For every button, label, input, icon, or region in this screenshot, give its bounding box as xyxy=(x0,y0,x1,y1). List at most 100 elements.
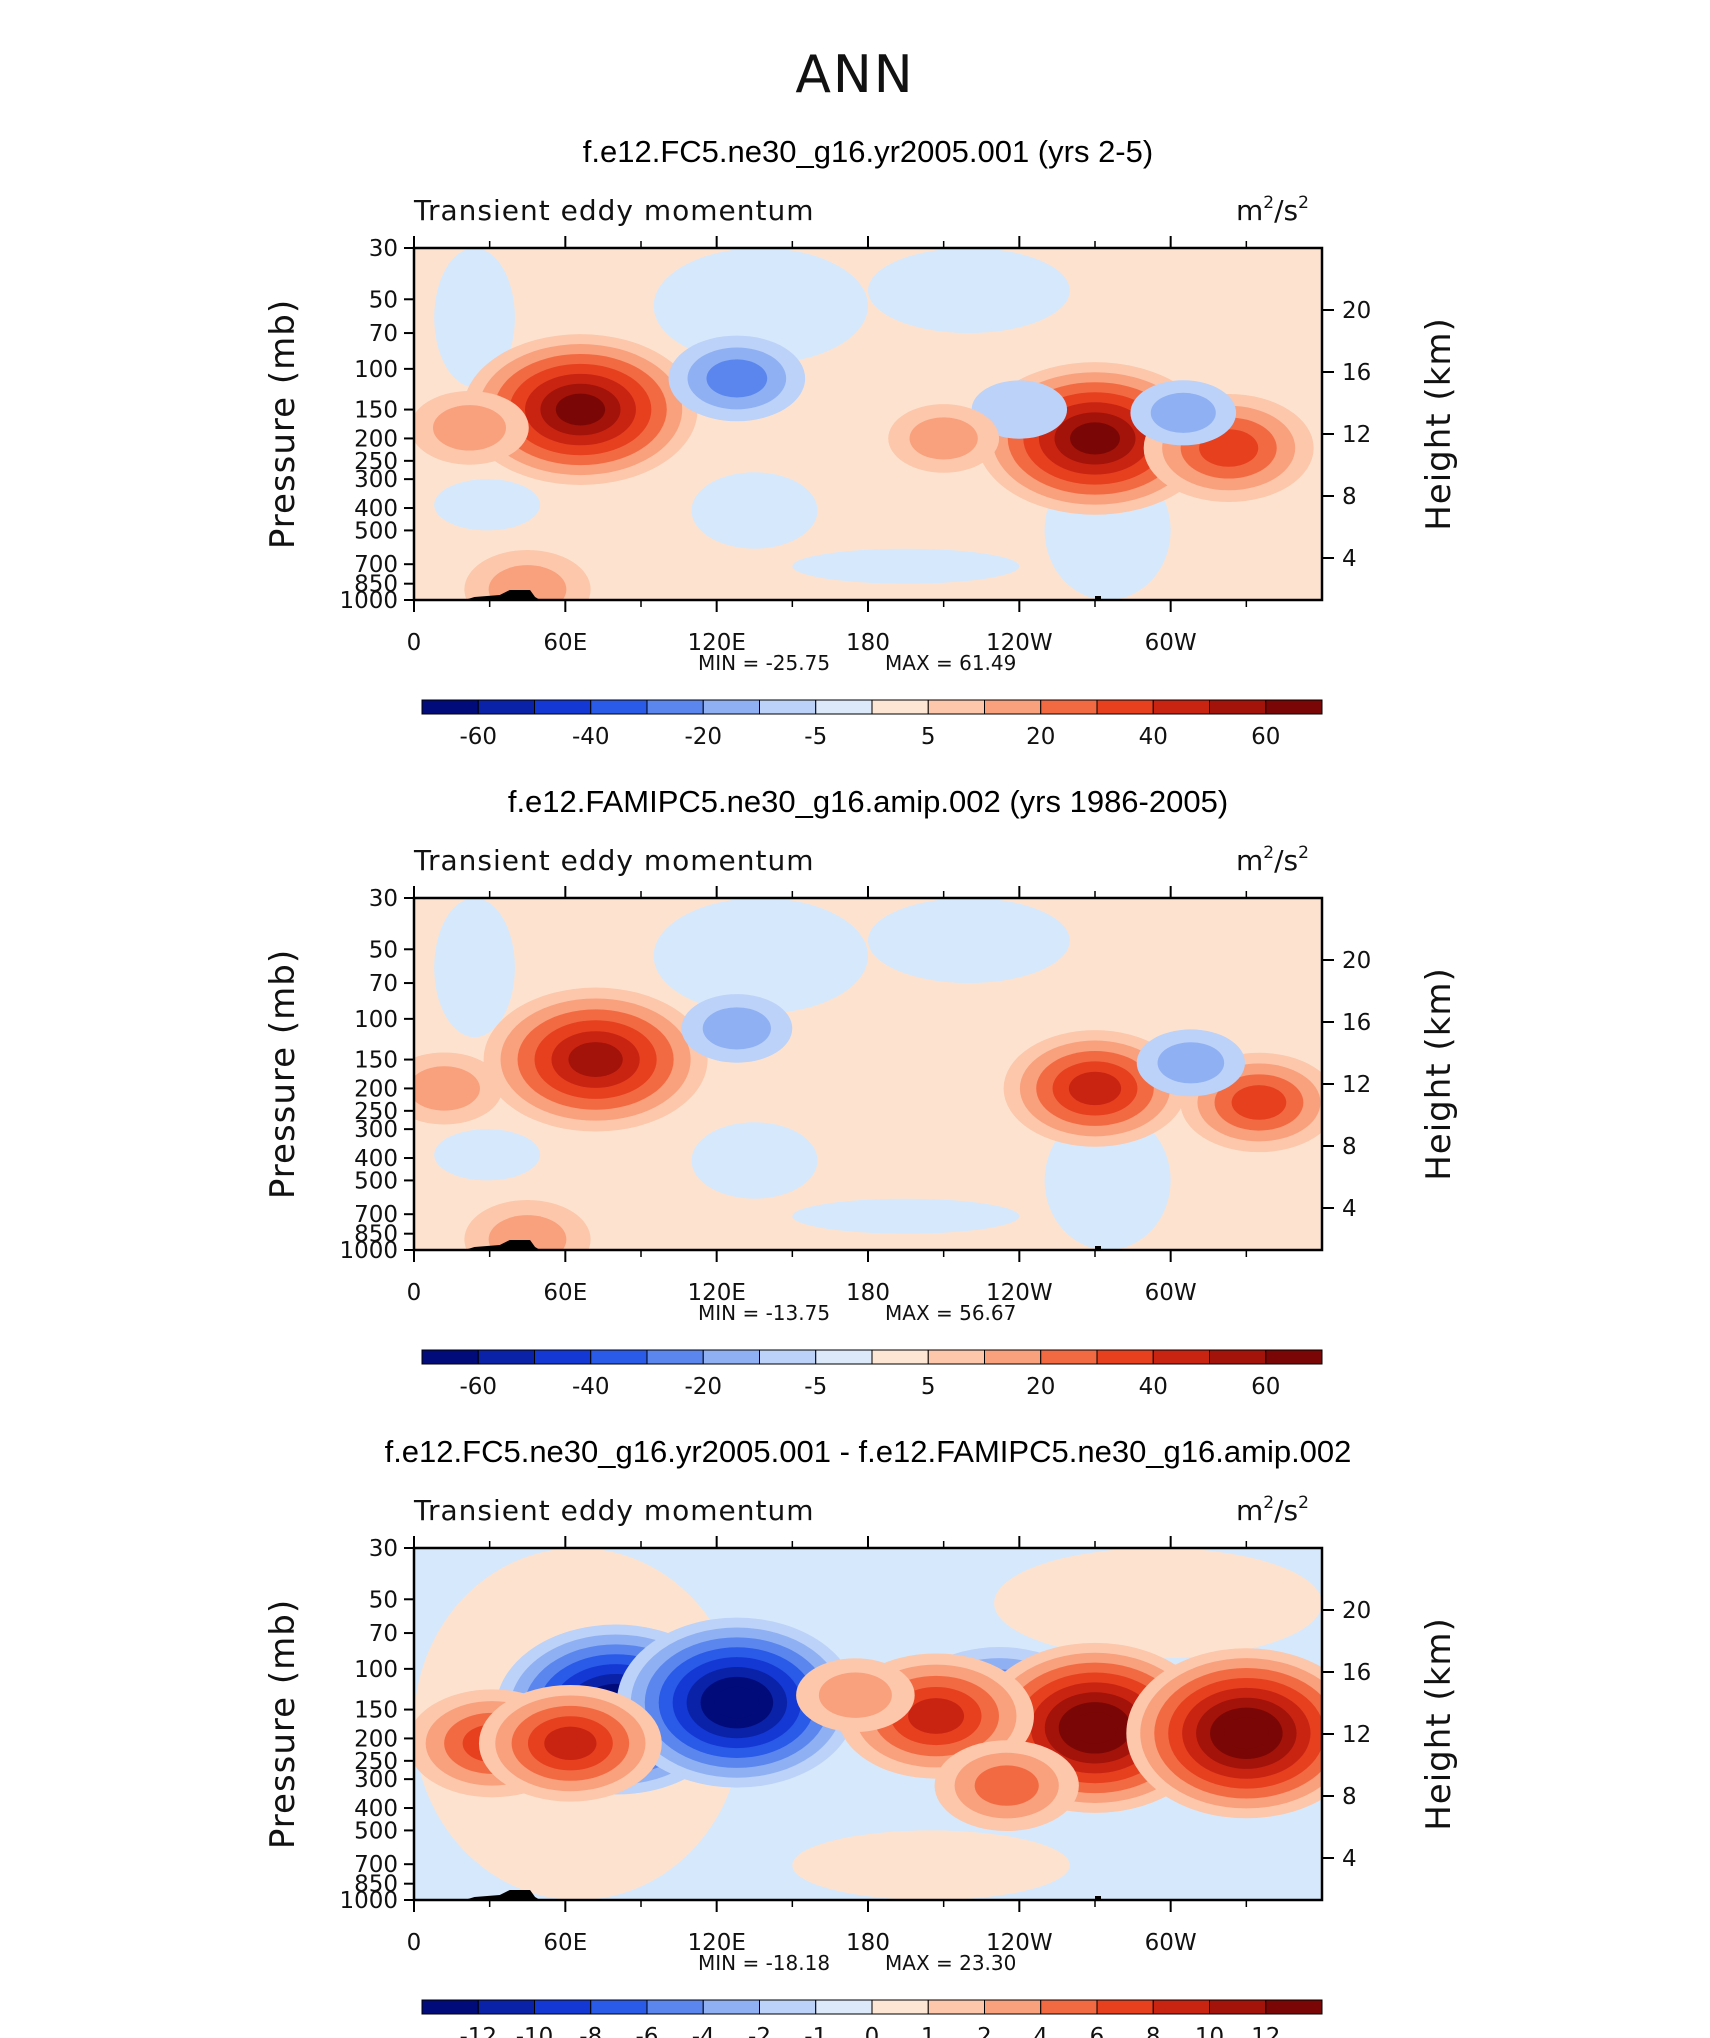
height-tick-label: 8 xyxy=(1342,1784,1357,1810)
topography xyxy=(1095,1246,1101,1250)
pressure-tick-label: 300 xyxy=(354,1117,398,1143)
y-axis-title: Pressure (mb) xyxy=(263,1599,303,1849)
pressure-tick-label: 70 xyxy=(369,971,398,997)
variable-label: Transient eddy momentum xyxy=(413,194,815,227)
colorbar: -60 -40 -20 -5 5 20 40 60 xyxy=(421,1349,1323,1400)
colorbar-swatch xyxy=(534,1349,592,1365)
contour-level xyxy=(706,359,768,398)
pressure-tick-label: 500 xyxy=(354,1168,398,1194)
pressure-tick-label: 700 xyxy=(354,552,398,578)
pressure-tick-label: 50 xyxy=(369,1587,398,1613)
contour-field xyxy=(414,898,1322,1250)
units-label: m2/s2 xyxy=(1236,843,1309,877)
colorbar-label: -40 xyxy=(572,1374,610,1400)
colorbar-swatch xyxy=(1209,1999,1267,2015)
pressure-tick-label: 400 xyxy=(354,496,398,522)
pressure-tick-label: 150 xyxy=(354,1048,398,1074)
max-label: MAX = 23.30 xyxy=(885,1951,1016,1975)
colorbar-swatch xyxy=(759,1999,817,2015)
colorbar-label: -40 xyxy=(572,724,610,750)
pressure-tick-label: 30 xyxy=(369,886,398,912)
colorbar-swatch xyxy=(590,1349,648,1365)
y2-axis-title: Height (km) xyxy=(1419,967,1459,1181)
colorbar-label: 1 xyxy=(921,2024,936,2038)
colorbar-swatch xyxy=(815,1999,873,2015)
pressure-tick-label: 70 xyxy=(369,1621,398,1647)
colorbar-label: 10 xyxy=(1195,2024,1224,2038)
panel-3: f.e12.FC5.ne30_g16.yr2005.001 - f.e12.FA… xyxy=(263,1434,1459,2038)
background-patch xyxy=(792,1198,1020,1234)
pressure-tick-label: 30 xyxy=(369,236,398,262)
panel-title: f.e12.FC5.ne30_g16.yr2005.001 - f.e12.FA… xyxy=(385,1434,1352,1469)
contour-level xyxy=(818,1672,892,1718)
colorbar-swatch xyxy=(1096,1349,1154,1365)
figure-title: ANN xyxy=(795,45,914,105)
topography xyxy=(464,1240,541,1250)
colorbar-swatch xyxy=(984,1999,1042,2015)
min-label: MIN = -18.18 xyxy=(698,1951,830,1975)
colorbar-swatch xyxy=(1040,1349,1098,1365)
colorbar-swatch xyxy=(871,1999,929,2015)
colorbar-swatch xyxy=(1265,1999,1323,2015)
colorbar-label: -8 xyxy=(579,2024,602,2038)
lon-tick-label: 60W xyxy=(1145,1930,1197,1956)
colorbar-swatch xyxy=(590,699,648,715)
y-axis-title: Pressure (mb) xyxy=(263,949,303,1199)
colorbar-label: 12 xyxy=(1251,2024,1280,2038)
colorbar-label: 5 xyxy=(921,1374,936,1400)
colorbar-swatch xyxy=(1040,699,1098,715)
height-tick-label: 12 xyxy=(1342,1072,1371,1098)
y2-axis-title: Height (km) xyxy=(1419,1617,1459,1831)
lon-tick-label: 120W xyxy=(986,1280,1053,1306)
pressure-tick-label: 1000 xyxy=(339,1238,398,1264)
pressure-tick-label: 50 xyxy=(369,287,398,313)
pressure-tick-label: 850 xyxy=(354,1872,398,1898)
colorbar-swatch xyxy=(421,699,479,715)
colorbar-label: 20 xyxy=(1026,1374,1055,1400)
colorbar-swatch xyxy=(871,699,929,715)
lon-tick-label: 60E xyxy=(543,1930,587,1956)
background-patch xyxy=(868,248,1070,334)
colorbar-swatch xyxy=(646,699,704,715)
panel-title: f.e12.FAMIPC5.ne30_g16.amip.002 (yrs 198… xyxy=(508,784,1228,819)
contour-level xyxy=(1068,1071,1122,1106)
y-axis-title: Pressure (mb) xyxy=(263,299,303,549)
contour-level xyxy=(702,1007,771,1050)
colorbar-swatch xyxy=(815,1349,873,1365)
height-tick-label: 12 xyxy=(1342,422,1371,448)
colorbar-label: 20 xyxy=(1026,724,1055,750)
contour-level xyxy=(488,565,567,600)
colorbar-swatch xyxy=(1152,1349,1210,1365)
contour-level xyxy=(544,1726,597,1760)
height-tick-label: 4 xyxy=(1342,1196,1357,1222)
background-patch xyxy=(434,898,515,1038)
pressure-tick-label: 200 xyxy=(354,426,398,452)
height-tick-label: 4 xyxy=(1342,546,1357,572)
background-patch xyxy=(868,898,1070,984)
background-patch xyxy=(792,1830,1070,1900)
contour-level xyxy=(909,417,978,460)
contour-level xyxy=(714,1686,760,1719)
contour-field xyxy=(414,1548,1322,1900)
colorbar-swatch xyxy=(1152,1999,1210,2015)
pressure-tick-label: 400 xyxy=(354,1146,398,1172)
colorbar-label: -2 xyxy=(748,2024,771,2038)
colorbar-label: -5 xyxy=(804,1374,827,1400)
height-tick-label: 16 xyxy=(1342,1660,1371,1686)
colorbar-swatch xyxy=(646,1349,704,1365)
colorbar-label: -6 xyxy=(636,2024,659,2038)
colorbar-swatch xyxy=(927,699,985,715)
background-patch xyxy=(792,548,1020,584)
pressure-tick-label: 700 xyxy=(354,1852,398,1878)
colorbar-swatch xyxy=(927,1999,985,2015)
lon-tick-label: 180 xyxy=(846,1930,890,1956)
colorbar-label: 0 xyxy=(865,2024,880,2038)
pressure-tick-label: 300 xyxy=(354,1767,398,1793)
pressure-tick-label: 850 xyxy=(354,1222,398,1248)
colorbar-swatch xyxy=(1209,1349,1267,1365)
lon-tick-label: 0 xyxy=(407,1930,422,1956)
pressure-tick-label: 300 xyxy=(354,467,398,493)
pressure-tick-label: 100 xyxy=(354,1007,398,1033)
colorbar-label: 5 xyxy=(921,724,936,750)
panel-1: f.e12.FC5.ne30_g16.yr2005.001 (yrs 2-5) T… xyxy=(263,134,1459,750)
